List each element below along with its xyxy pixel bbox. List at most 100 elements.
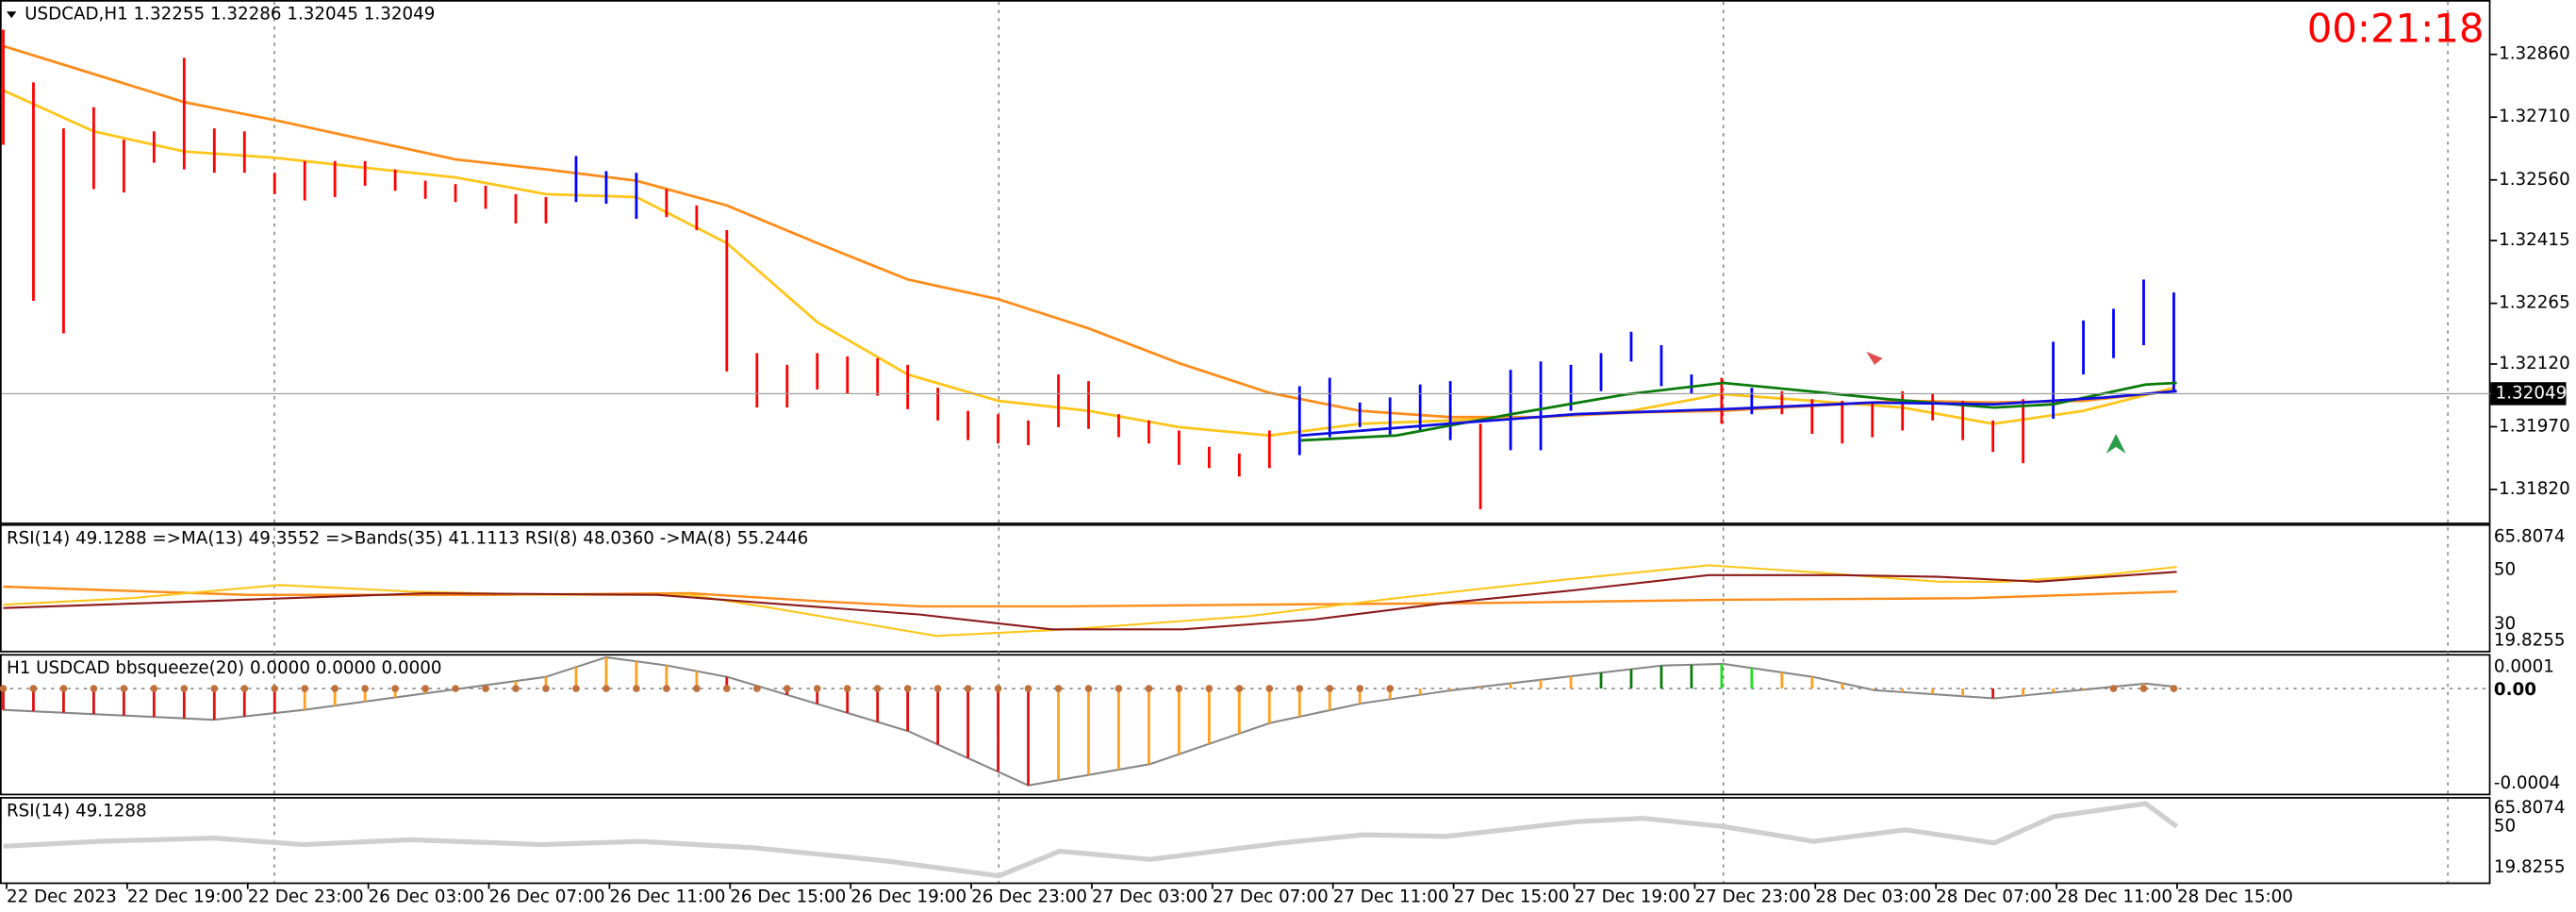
squeeze-dot bbox=[1356, 685, 1364, 692]
squeeze-dot bbox=[512, 685, 520, 692]
axis-label: -0.0004 bbox=[2494, 773, 2561, 793]
squeeze-dot bbox=[1024, 685, 1032, 692]
arrow-buy bbox=[2105, 433, 2126, 454]
axis-label: 50 bbox=[2494, 816, 2516, 836]
rsi-ma bbox=[3, 571, 2177, 631]
squeeze-dot bbox=[813, 685, 821, 692]
squeeze-dot bbox=[1054, 685, 1063, 692]
squeeze-dot bbox=[693, 685, 701, 692]
x-tick-label: 26 Dec 07:00 bbox=[489, 887, 605, 906]
squeeze-dot bbox=[452, 685, 459, 692]
squeeze-dot bbox=[783, 685, 791, 692]
squeeze-dot bbox=[603, 685, 610, 692]
collapse-icon[interactable] bbox=[6, 11, 17, 19]
squeeze-dot bbox=[994, 685, 1002, 692]
squeeze-dot bbox=[1386, 685, 1395, 692]
x-tick-label: 28 Dec 03:00 bbox=[1815, 887, 1931, 906]
squeeze-dot bbox=[90, 685, 98, 692]
y-tick-label: 1.32120 bbox=[2499, 354, 2570, 373]
squeeze-dot bbox=[421, 685, 429, 692]
squeeze-dot bbox=[2109, 685, 2118, 692]
x-tick-label: 26 Dec 19:00 bbox=[850, 887, 966, 906]
x-tick-label: 28 Dec 15:00 bbox=[2177, 887, 2293, 906]
axis-label: 0.00 bbox=[2494, 680, 2536, 700]
y-tick-label: 1.31820 bbox=[2499, 479, 2570, 499]
x-tick-label: 26 Dec 03:00 bbox=[369, 887, 485, 906]
rsi-fast bbox=[3, 564, 2177, 638]
x-tick-label: 26 Dec 23:00 bbox=[971, 887, 1087, 906]
x-tick-label: 27 Dec 07:00 bbox=[1213, 887, 1329, 906]
y-tick-label: 1.32710 bbox=[2499, 107, 2570, 126]
squeeze-dot bbox=[180, 685, 189, 692]
squeeze-dot bbox=[542, 685, 550, 692]
rsi-line bbox=[3, 801, 2179, 879]
y-tick-label: 1.32560 bbox=[2499, 170, 2570, 190]
panel-header: RSI(14) 49.1288 =>MA(13) 49.3552 =>Bands… bbox=[7, 528, 808, 548]
axis-label: 0.0001 bbox=[2494, 656, 2554, 676]
squeeze-dot bbox=[0, 685, 8, 692]
squeeze-dot bbox=[391, 685, 399, 692]
squeeze-panel bbox=[0, 654, 2491, 796]
panel-header: RSI(14) 49.1288 bbox=[7, 802, 147, 821]
price-marks: 1.32860 1.32710 1.32560 1.32415 1.32265 1.321… bbox=[1, 29, 2570, 906]
squeeze-dot bbox=[210, 685, 219, 692]
squeeze-dot bbox=[572, 685, 580, 692]
x-tick-label: 27 Dec 23:00 bbox=[1694, 887, 1810, 906]
main-panel bbox=[0, 0, 2491, 524]
squeeze-dot bbox=[752, 685, 761, 692]
y-tick-label: 1.31970 bbox=[2499, 416, 2570, 436]
squeeze-dot bbox=[1296, 685, 1304, 692]
x-tick-label: 22 Dec 23:00 bbox=[248, 887, 364, 906]
x-tick-label: 22 Dec 19:00 bbox=[127, 887, 243, 906]
rsi-lines bbox=[3, 564, 2177, 638]
squeeze-dot bbox=[1235, 685, 1244, 692]
squeeze-dot bbox=[331, 685, 339, 692]
x-tick-label: 27 Dec 03:00 bbox=[1092, 887, 1208, 906]
axis-label: 30 bbox=[2494, 614, 2516, 634]
x-tick-label: 27 Dec 15:00 bbox=[1454, 887, 1570, 906]
rsi-panel bbox=[0, 523, 2491, 653]
x-tick-label: 28 Dec 11:00 bbox=[2056, 887, 2172, 906]
squeeze-dot bbox=[301, 685, 309, 692]
squeeze-dot bbox=[1115, 685, 1123, 692]
squeeze-dot bbox=[1175, 685, 1183, 692]
arrow-sell bbox=[1866, 351, 1883, 365]
timer: 00:21:18 bbox=[2307, 6, 2485, 52]
panel-header: H1 USDCAD bbsqueeze(20) 0.0000 0.0000 0.… bbox=[7, 658, 442, 678]
y-tick-label: 1.32415 bbox=[2499, 230, 2570, 250]
squeeze-dot bbox=[933, 685, 942, 692]
rsi-panel-2 bbox=[0, 797, 2491, 885]
squeeze-dot bbox=[361, 685, 369, 692]
axis-label: 19.8255 bbox=[2494, 857, 2566, 877]
squeeze-dot bbox=[964, 685, 972, 692]
squeeze-dot bbox=[873, 685, 882, 692]
y-tick-label: 1.32265 bbox=[2499, 293, 2570, 313]
squeeze-dot bbox=[2170, 685, 2178, 692]
squeeze-dot bbox=[722, 685, 731, 692]
squeeze-histogram bbox=[0, 655, 2178, 787]
x-tick-label: 27 Dec 19:00 bbox=[1575, 887, 1691, 906]
squeeze-dot bbox=[1326, 685, 1334, 692]
squeeze-dot bbox=[1265, 685, 1274, 692]
squeeze-dot bbox=[59, 685, 68, 692]
squeeze-dot bbox=[1084, 685, 1093, 692]
squeeze-dot bbox=[29, 685, 38, 692]
squeeze-dot bbox=[482, 685, 489, 692]
axis-label: 19.8255 bbox=[2494, 631, 2566, 651]
x-tick-label: 26 Dec 11:00 bbox=[609, 887, 725, 906]
rsi-band bbox=[3, 585, 2177, 608]
current-price-label: 1.32049 bbox=[2496, 383, 2568, 403]
x-tick-label: 27 Dec 11:00 bbox=[1333, 887, 1449, 906]
symbol-info: USDCAD,H1 1.32255 1.32286 1.32045 1.3204… bbox=[25, 5, 435, 25]
squeeze-dot bbox=[633, 685, 640, 692]
x-tick-label: 22 Dec 2023 bbox=[7, 887, 117, 906]
axis-label: 50 bbox=[2494, 560, 2516, 580]
squeeze-dot bbox=[1145, 685, 1153, 692]
y-tick-label: 1.32860 bbox=[2499, 44, 2570, 64]
squeeze-dot bbox=[843, 685, 851, 692]
squeeze-dot bbox=[903, 685, 912, 692]
squeeze-dot bbox=[271, 685, 279, 692]
x-tick-label: 26 Dec 15:00 bbox=[730, 887, 846, 906]
squeeze-dot bbox=[240, 685, 249, 692]
